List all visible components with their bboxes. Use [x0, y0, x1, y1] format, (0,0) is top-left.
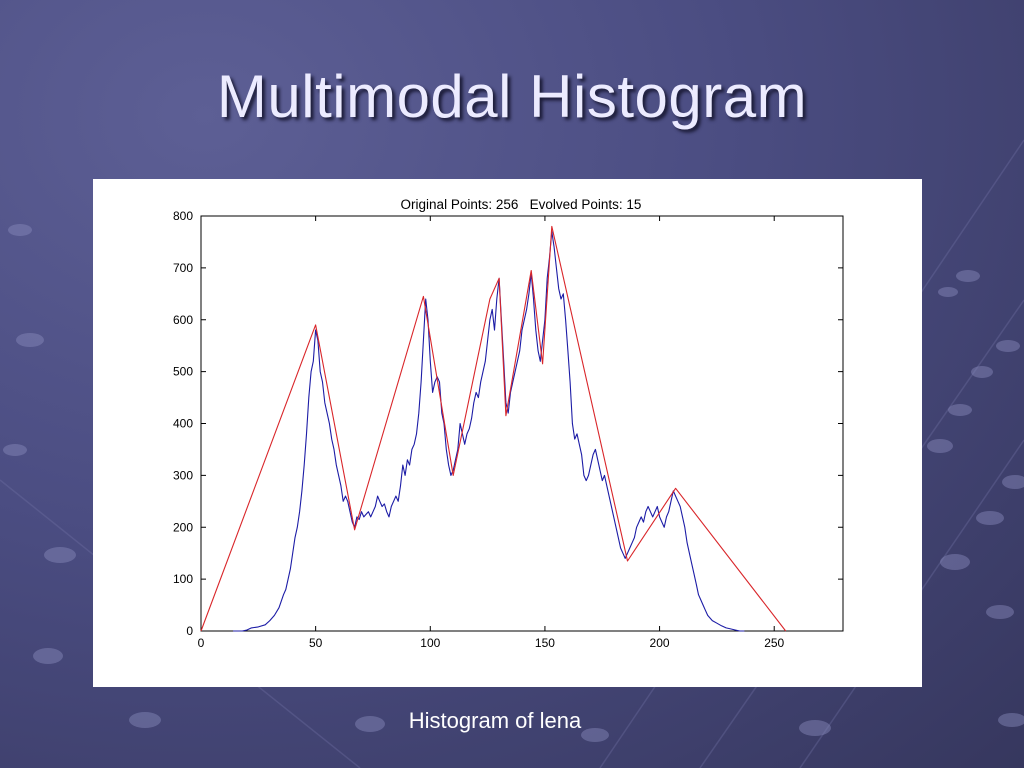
x-tick-label: 0: [198, 636, 205, 650]
y-axis: 0 100 200 300 400 500 600 700 800: [173, 209, 843, 638]
y-tick-label: 100: [173, 572, 193, 586]
y-tick-label: 300: [173, 468, 193, 482]
chart-title: Original Points: 256 Evolved Points: 15: [401, 197, 642, 212]
y-tick-label: 200: [173, 520, 193, 534]
evolved-series-line: [200, 225, 787, 632]
x-axis: 0 50 100 150 200 250: [198, 216, 785, 650]
x-tick-label: 250: [764, 636, 784, 650]
y-tick-label: 0: [186, 624, 193, 638]
original-series-line: [233, 231, 745, 632]
figure-caption: Histogram of lena: [408, 708, 582, 733]
y-tick-label: 600: [173, 313, 193, 327]
x-tick-label: 50: [309, 636, 323, 650]
y-tick-label: 500: [173, 365, 193, 379]
x-tick-label: 150: [535, 636, 555, 650]
histogram-figure: Original Points: 256 Evolved Points: 15 …: [93, 179, 922, 687]
plot-frame: [200, 215, 844, 632]
x-tick-label: 100: [420, 636, 440, 650]
series-layer: [200, 225, 787, 632]
slide-title: Multimodal Histogram: [216, 63, 808, 130]
y-tick-label: 800: [173, 209, 193, 223]
x-tick-label: 200: [650, 636, 670, 650]
plot-border: [200, 215, 844, 632]
histogram-chart: Original Points: 256 Evolved Points: 15 …: [173, 197, 844, 650]
y-tick-label: 700: [173, 261, 193, 275]
y-tick-label: 400: [173, 417, 193, 431]
